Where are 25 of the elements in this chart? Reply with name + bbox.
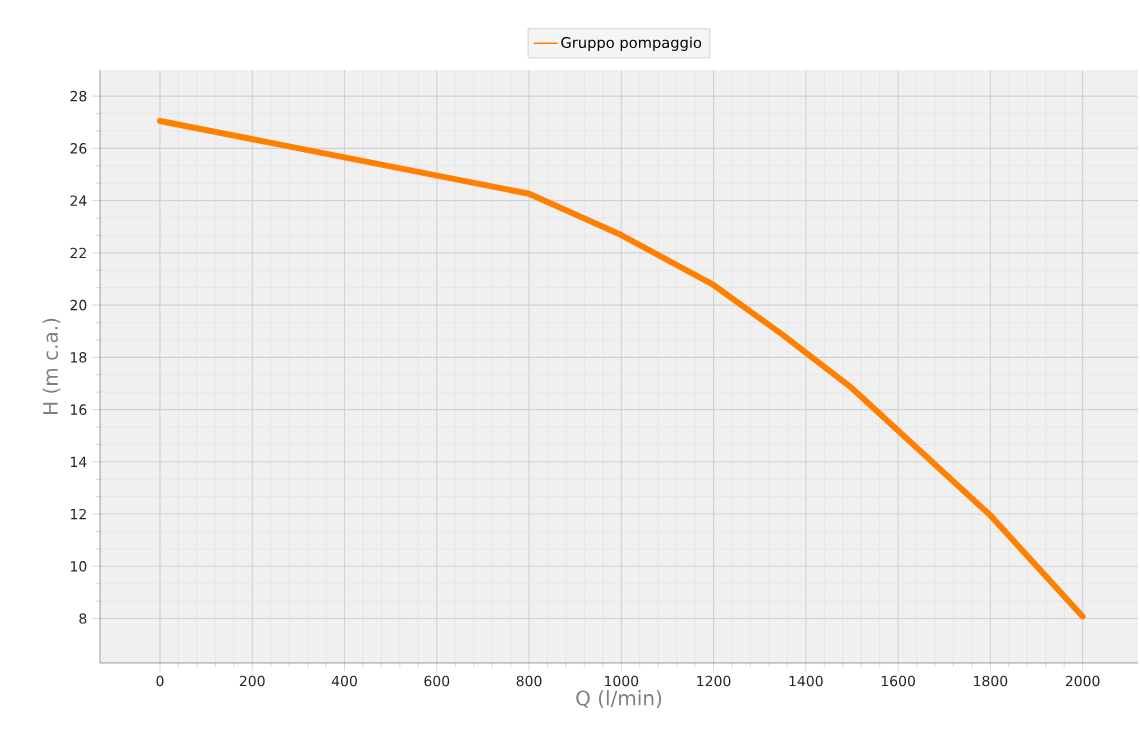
x-tick-label: 1600 <box>881 675 915 687</box>
y-tick-label: 20 <box>70 299 87 311</box>
y-tick-label: 18 <box>71 352 87 363</box>
y-tick-label: 16 <box>71 404 87 415</box>
x-tick-label: 400 <box>331 675 357 687</box>
x-tick-label: 0 <box>156 675 164 687</box>
y-tick-label: 10 <box>71 561 87 572</box>
x-tick-label: 200 <box>239 675 265 687</box>
x-tick-label: 1800 <box>974 675 1008 687</box>
y-tick-label: 12 <box>71 508 86 520</box>
x-tick-label: 1400 <box>789 675 823 687</box>
x-tick-label: 1000 <box>605 675 639 687</box>
x-tick-label: 800 <box>516 675 542 687</box>
x-tick-label: 600 <box>424 675 450 687</box>
y-tick-label: 28 <box>70 90 87 102</box>
y-axis-title: H (m c.a.) <box>42 318 61 414</box>
x-axis-title: Q (l/min) <box>576 690 662 708</box>
y-tick-label: 24 <box>70 195 87 206</box>
x-tick-label: 2000 <box>1065 675 1100 687</box>
legend-label: Gruppo pompaggio <box>561 36 702 51</box>
y-tick-label: 26 <box>70 143 87 154</box>
y-tick-label: 14 <box>71 456 87 467</box>
x-tick-label: 1200 <box>697 675 731 687</box>
y-tick-label: 8 <box>79 613 87 624</box>
y-tick-label: 22 <box>70 247 86 259</box>
